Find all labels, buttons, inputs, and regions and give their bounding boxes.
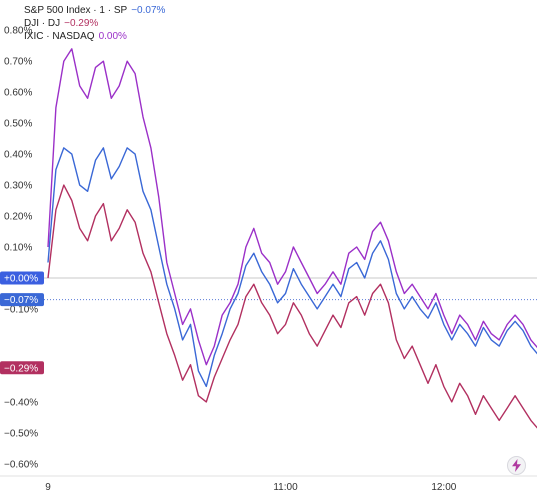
y-tick-label: 0.70% [4, 57, 32, 68]
value-badges: +0.00% −0.07% −0.29% [0, 271, 44, 375]
series-line-sp [47, 147, 537, 388]
y-tick-label: 0.20% [4, 212, 32, 223]
y-tick-label: 0.30% [4, 181, 32, 192]
value-badge: −0.07% [0, 293, 44, 307]
badge-label: +0.00% [4, 273, 38, 284]
legend-change: −0.07% [131, 5, 166, 16]
series-line-ixic [47, 48, 537, 366]
y-tick-label: 0.80% [4, 26, 32, 37]
legend-name: S&P 500 Index · 1 · SP [24, 5, 128, 16]
badge-label: −0.07% [4, 295, 38, 306]
y-tick-label: 0.60% [4, 88, 32, 99]
y-tick-label: −0.40% [4, 397, 38, 408]
y-tick-label: −0.60% [4, 459, 38, 470]
legend: S&P 500 Index · 1 · SP −0.07% DJI · DJ −0.… [24, 4, 165, 43]
legend-name: IXIC · NASDAQ [24, 31, 95, 42]
lightning-icon-button[interactable] [507, 456, 526, 475]
grid [0, 277, 537, 477]
y-axis: 0.80% 0.70% 0.60% 0.50% 0.40% 0.30% 0.20% 0.10%… [4, 26, 38, 471]
badge-background [0, 361, 44, 375]
y-tick-label: 0.50% [4, 119, 32, 130]
lightning-icon [512, 459, 521, 472]
badge-label: −0.29% [4, 363, 38, 374]
y-tick-label: 0.10% [4, 243, 32, 254]
legend-change: −0.29% [64, 18, 99, 29]
y-tick-label: −0.10% [4, 304, 38, 315]
x-tick-label: 12:00 [431, 482, 456, 493]
y-tick-label: 0.40% [4, 150, 32, 161]
badge-background [0, 293, 44, 307]
y-tick-label: −0.50% [4, 428, 38, 439]
badge-background [0, 271, 44, 285]
legend-change: 0.00% [98, 31, 127, 42]
x-tick-label: 9 [45, 482, 51, 493]
value-badge: +0.00% [0, 271, 44, 285]
series-line-dji [47, 184, 537, 429]
legend-item-sp500[interactable]: S&P 500 Index · 1 · SP −0.07% [24, 4, 165, 17]
series-lines [47, 48, 537, 429]
value-badge: −0.29% [0, 361, 44, 375]
legend-item-dji[interactable]: DJI · DJ −0.29% [24, 17, 165, 30]
legend-item-ixic[interactable]: IXIC · NASDAQ 0.00% [24, 30, 165, 43]
legend-name: DJI · DJ [24, 18, 61, 29]
x-tick-label: 11:00 [273, 482, 298, 493]
